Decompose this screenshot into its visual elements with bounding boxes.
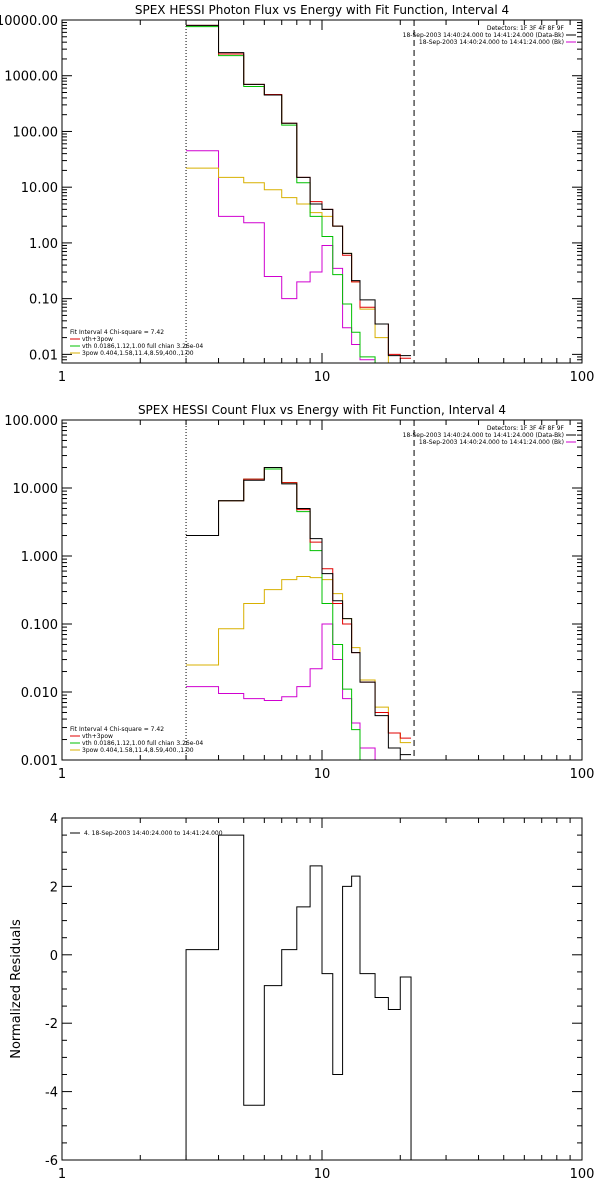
y-tick-label: 4 — [50, 812, 58, 827]
y-tick-label: -6 — [45, 1154, 58, 1169]
y-tick-label: -4 — [45, 1086, 58, 1101]
chart-panel-3: Normalized Residuals 1 10 100 -6 -4 -2 0 2 4 4. 18… — [9, 812, 594, 1182]
y-tick-label: 0.010 — [21, 686, 58, 701]
legend-bottom-left-line: 3pow 0.404,1.58,11.4,8.59,400.,1.00 — [82, 747, 194, 754]
x-tick-label: 1 — [58, 370, 66, 385]
legend-bottom-left-line: vth+3pow — [82, 336, 113, 343]
y-tick-label: -2 — [45, 1017, 58, 1032]
legend-top-left-line: 4. 18-Sep-2003 14:40:24.000 to 14:41:24.… — [84, 830, 223, 837]
y-tick-label: 1.00 — [29, 237, 58, 252]
x-tick-label: 100 — [570, 767, 595, 782]
series-line-bk — [186, 150, 376, 363]
y-tick-label: 0.10 — [29, 293, 58, 308]
series-line-data-bk — [186, 24, 412, 357]
x-tick-label: 1 — [58, 767, 66, 782]
series-line-bk — [186, 623, 376, 760]
chart-panel-2: SPEX HESSI Count Flux vs Energy with Fit… — [4, 403, 595, 782]
legend-top-right-line: 18-Sep-2003 14:40:24.000 to 14:41:24.000… — [419, 39, 564, 46]
y-tick-label: 100.000 — [4, 414, 58, 429]
chart-title: SPEX HESSI Photon Flux vs Energy with Fi… — [135, 3, 509, 17]
series-line-vth-3pow — [186, 24, 412, 359]
y-tick-label: 0.001 — [21, 754, 58, 769]
y-tick-label: 2 — [50, 880, 58, 895]
plot-frame — [61, 19, 583, 364]
series-line-data-bk — [186, 467, 412, 756]
y-tick-label: 1000.00 — [4, 70, 58, 85]
x-tick-label: 10 — [314, 1167, 331, 1182]
x-tick-label: 10 — [314, 370, 331, 385]
series-line-3pow — [186, 575, 412, 744]
y-tick-label: 1.000 — [21, 550, 58, 565]
y-tick-label: 0.01 — [29, 348, 58, 363]
y-tick-label: 0 — [50, 949, 58, 964]
x-tick-label: 10 — [314, 767, 331, 782]
y-axis-label: Normalized Residuals — [9, 919, 24, 1059]
y-tick-label: 10000.00 — [0, 14, 58, 29]
chart-panel-1: SPEX HESSI Photon Flux vs Energy with Fi… — [0, 3, 595, 385]
legend-top-right-line: Detectors: 1F 3F 4F 8F 9F — [487, 425, 565, 432]
legend-bottom-left-line: vth 0.0186,1.12,1.00 full chian 3.26e-04 — [82, 740, 203, 747]
y-tick-label: 10.000 — [13, 482, 59, 497]
series-line-4-18-sep-2003-14-40-24-000-to-14-41-24-000 — [185, 834, 412, 1160]
legend-bottom-left-line: vth+3pow — [82, 733, 113, 740]
series-line-vth — [186, 26, 376, 363]
legend-top-right-line: Detectors: 1F 3F 4F 8F 9F — [487, 25, 565, 32]
legend-bottom-left-line: Fit Interval 4 Chi-square = 7.42 — [70, 329, 164, 336]
y-tick-label: 10.00 — [21, 181, 58, 196]
series-line-3pow — [186, 167, 389, 363]
legend-bottom-left-line: Fit Interval 4 Chi-square = 7.42 — [70, 726, 164, 733]
chart-title: SPEX HESSI Count Flux vs Energy with Fit… — [138, 403, 506, 417]
y-tick-label: 100.00 — [13, 125, 59, 140]
y-tick-label: 0.100 — [21, 618, 58, 633]
legend-bottom-left-line: 3pow 0.404,1.58,11.4,8.59,400.,1.00 — [82, 350, 194, 357]
legend-top-right-line: 18-Sep-2003 14:40:24.000 to 14:41:24.000… — [403, 432, 564, 439]
legend-top-right-line: 18-Sep-2003 14:40:24.000 to 14:41:24.000… — [419, 439, 564, 446]
x-tick-label: 1 — [58, 1167, 66, 1182]
legend-top-right-line: 18-Sep-2003 14:40:24.000 to 14:41:24.000… — [403, 32, 564, 39]
x-tick-label: 100 — [570, 370, 595, 385]
legend-bottom-left-line: vth 0.0186,1.12,1.00 full chian 3.26e-04 — [82, 343, 203, 350]
x-tick-label: 100 — [570, 1167, 595, 1182]
series-line-vth-3pow — [186, 467, 412, 739]
